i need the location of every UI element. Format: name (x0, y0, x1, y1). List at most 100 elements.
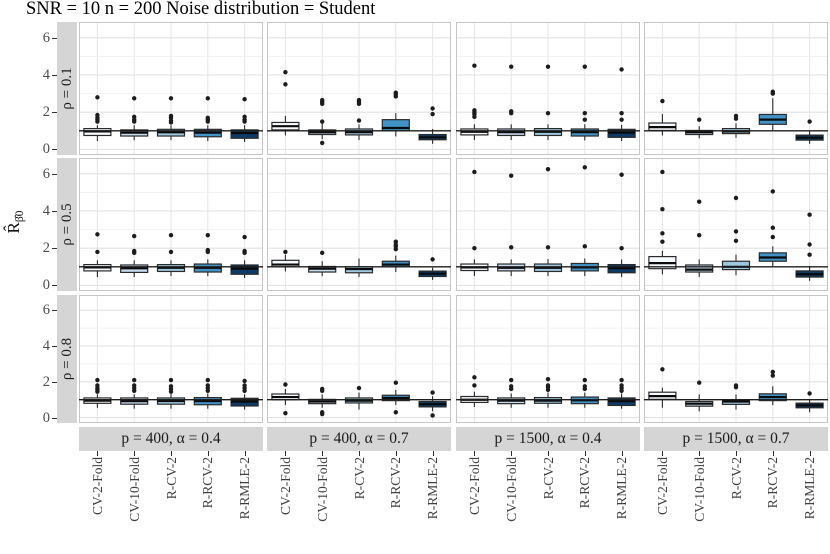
outlier-point (660, 239, 665, 244)
y-axis-label-base: R̂ (4, 222, 23, 234)
outlier-point (807, 242, 812, 247)
outlier-point (660, 206, 665, 212)
box-R-RMLE-2 (607, 377, 636, 409)
outlier-point (582, 384, 587, 389)
outlier-point (132, 377, 137, 383)
outlier-point (393, 239, 398, 244)
outlier-point (619, 383, 624, 388)
outlier-point (283, 382, 288, 387)
y-tick-label: 2 (42, 373, 50, 390)
outlier-point (619, 172, 624, 177)
outlier-point (430, 257, 435, 262)
outlier-point (770, 189, 775, 194)
y-tick-mark (52, 417, 57, 419)
outlier-point (582, 117, 587, 122)
outlier-point (697, 380, 702, 385)
outlier-point (168, 377, 174, 383)
y-tick-label: 4 (42, 67, 50, 83)
box-R-RMLE-2 (418, 390, 447, 418)
outlier-point (320, 250, 325, 256)
outlier-point (168, 113, 174, 119)
y-tick-label: 4 (42, 203, 50, 219)
box-R-RMLE-2 (795, 212, 824, 281)
x-tick-mark (662, 451, 664, 456)
outlier-point (472, 63, 477, 68)
box-CV-10-Fold (120, 96, 149, 141)
outlier-point (509, 377, 514, 383)
outlier-point (472, 375, 477, 380)
outlier-point (242, 378, 247, 384)
outlier-point (95, 95, 100, 100)
y-tick-label: 2 (42, 104, 50, 121)
x-tick-mark (474, 451, 476, 456)
outlier-point (619, 67, 624, 72)
y-tick-mark (52, 75, 57, 76)
x-tick-mark (359, 451, 360, 456)
box-R-RCV-2 (758, 89, 787, 131)
x-tick-mark (322, 451, 324, 456)
x-tick-mark (395, 451, 397, 456)
y-tick-mark (52, 112, 57, 114)
outlier-point (132, 96, 137, 101)
outlier-point (545, 166, 551, 172)
box-CV-10-Fold (685, 199, 714, 278)
x-tick-mark (621, 451, 623, 456)
box-R-RCV-2 (193, 232, 222, 277)
panel-row2-col2 (456, 295, 640, 423)
panel-row1-col0 (79, 158, 263, 291)
outlier-point (430, 413, 435, 418)
outlier-point (320, 97, 325, 103)
outlier-point (242, 114, 247, 120)
outlier-point (545, 64, 551, 69)
x-tick-mark (244, 451, 246, 456)
box-R-RCV-2 (193, 377, 222, 409)
box-R-CV-2 (344, 385, 374, 410)
outlier-point (95, 383, 100, 388)
y-tick-mark (52, 211, 57, 212)
outlier-point (582, 377, 587, 383)
y-tick-label: 2 (42, 240, 50, 257)
box-CV-10-Fold (308, 97, 337, 146)
outlier-point (242, 96, 247, 102)
box-R-RMLE-2 (418, 257, 447, 280)
panel-row0-col1 (267, 22, 451, 155)
outlier-point (283, 70, 288, 75)
outlier-point (356, 385, 362, 391)
box-R-RCV-2 (381, 239, 410, 273)
box-CV-10-Fold (308, 250, 337, 277)
x-tick-mark (699, 451, 701, 456)
outlier-point (356, 118, 362, 123)
box-CV-10-Fold (497, 64, 526, 141)
box-CV-2-Fold (460, 63, 489, 141)
y-tick-mark (52, 310, 57, 312)
chart-title: SNR = 10 n = 200 Noise distribution = St… (26, 0, 376, 19)
outlier-point (807, 119, 812, 124)
outlier-point (393, 380, 398, 385)
box-CV-2-Fold (648, 169, 677, 275)
box-CV-10-Fold (120, 233, 149, 278)
y-tick-label: 0 (42, 277, 50, 294)
x-tick-mark (772, 451, 774, 456)
y-tick-mark (52, 346, 57, 347)
box-R-RCV-2 (758, 369, 787, 406)
x-tick-mark (511, 451, 513, 456)
box-R-RCV-2 (758, 189, 787, 267)
outlier-point (697, 117, 702, 122)
facet-row-strip: ρ = 0.8 (57, 295, 77, 423)
outlier-point (509, 384, 514, 389)
box-R-RCV-2 (381, 90, 410, 137)
outlier-point (168, 384, 174, 389)
facet-col-strip: p = 400, α = 0.4 (79, 427, 263, 451)
box-CV-10-Fold (120, 377, 149, 409)
outlier-point (132, 233, 137, 239)
outlier-point (770, 234, 775, 240)
x-tick-mark (548, 451, 549, 456)
y-tick-label: 4 (42, 338, 50, 354)
box-R-RMLE-2 (230, 96, 259, 142)
x-tick-mark (285, 451, 287, 456)
panel-row2-col0 (79, 295, 263, 423)
x-tick-mark (97, 451, 99, 456)
box-CV-2-Fold (271, 382, 300, 416)
facet-col-strip: p = 1500, α = 0.4 (456, 427, 640, 451)
outlier-point (283, 249, 288, 255)
